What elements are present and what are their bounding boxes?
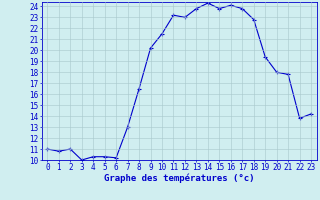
X-axis label: Graphe des températures (°c): Graphe des températures (°c) — [104, 173, 254, 183]
